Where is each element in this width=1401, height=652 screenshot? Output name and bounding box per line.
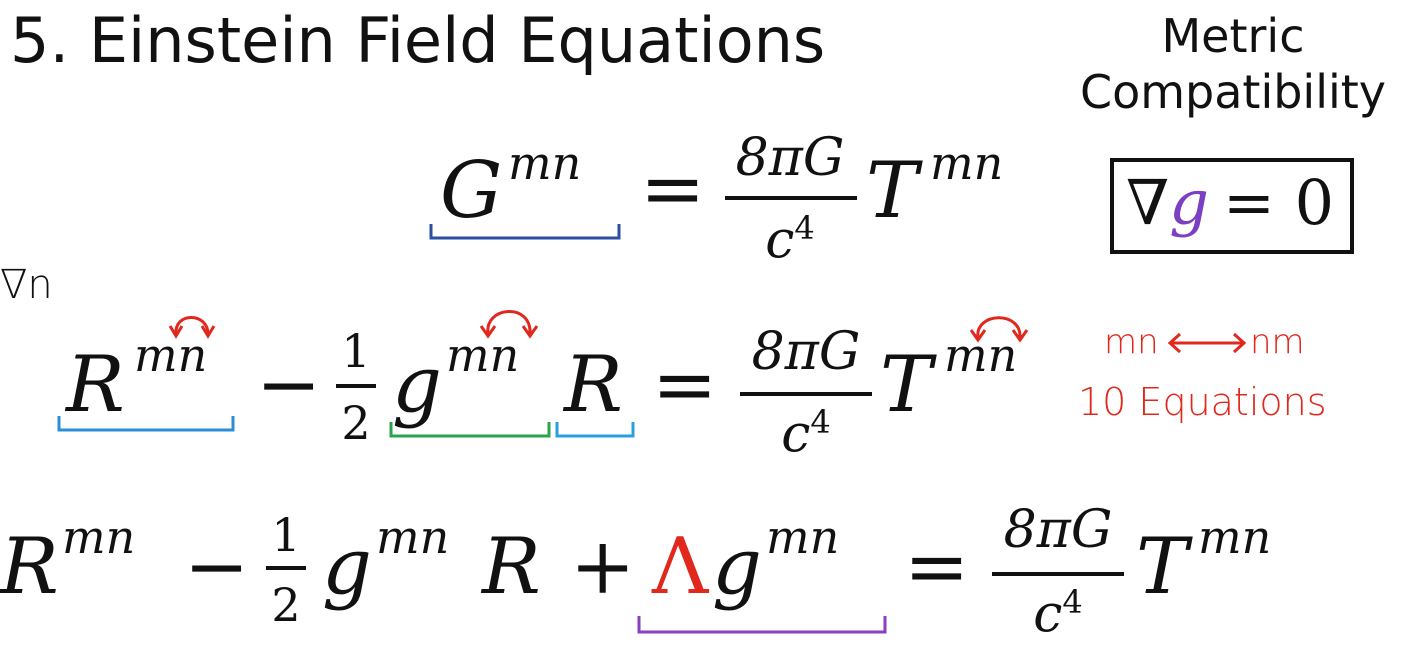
ricci-tensor-sup: mn [134, 328, 208, 382]
half-numerator: 1 [271, 508, 301, 562]
equals-sign: = [640, 144, 706, 234]
slide-title: 5. Einstein Field Equations [10, 4, 826, 77]
equals-sign: = [904, 522, 970, 612]
swap-arrow-R-icon [168, 316, 216, 339]
ten-equations-label: 10 Equations [1078, 380, 1327, 424]
minus-sign: − [256, 340, 322, 430]
metric-tensor-g: g [322, 522, 372, 612]
half-denominator: 2 [341, 396, 371, 450]
fraction-numerator: 8πG [735, 128, 845, 188]
metric-g: g [1169, 166, 1209, 239]
fraction-bar [740, 392, 872, 396]
stress-energy-T: T [1136, 522, 1189, 612]
swap-arrow-T-icon [969, 316, 1029, 343]
nabla-n-annotation: ∇n [0, 262, 53, 308]
swap-right-label: nm [1250, 322, 1305, 362]
equals-sign: = [652, 340, 718, 430]
fraction-denominator: c4 [1033, 583, 1083, 645]
lambda-bracket-underline [637, 616, 887, 634]
ricci-scalar-R: R [564, 340, 623, 430]
einstein-tensor-G: G [440, 146, 503, 236]
R-bracket-underline [57, 416, 235, 432]
fraction-numerator: 8πG [1003, 500, 1113, 560]
g-bracket-underline [389, 422, 551, 438]
ricci-tensor-R: R [66, 340, 125, 430]
stress-energy-sup: mn [930, 136, 1004, 190]
metric-compatibility-label: Metric Compatibility [1068, 8, 1398, 120]
swap-left-label: mn [1104, 322, 1159, 362]
metric-tensor-sup: mn [446, 328, 520, 382]
swap-arrow-g-icon [479, 310, 539, 339]
scalar-R-bracket-underline [555, 422, 635, 438]
side-note-line2: Compatibility [1079, 65, 1387, 120]
half-bar [266, 566, 306, 570]
fraction-bar [992, 572, 1124, 576]
half-bar [336, 384, 376, 388]
minus-sign: − [184, 522, 250, 612]
ricci-tensor-sup: mn [62, 510, 136, 564]
plus-sign: + [570, 522, 636, 612]
nabla-symbol: ∇ [1126, 166, 1170, 239]
fraction-denominator: c4 [781, 403, 831, 465]
half-denominator: 2 [271, 578, 301, 632]
stress-energy-T: T [880, 340, 933, 430]
equals-zero: = 0 [1223, 166, 1335, 239]
metric-tensor-sup: mn [376, 510, 450, 564]
fraction-denominator: c4 [765, 209, 815, 271]
stress-energy-sup: mn [944, 328, 1018, 382]
ricci-tensor-R: R [0, 522, 59, 612]
G-bracket-underline [429, 224, 621, 240]
metric-compatibility-box: ∇g = 0 [1110, 158, 1354, 254]
side-note-line1: Metric [1161, 9, 1305, 63]
stress-energy-T: T [866, 146, 919, 236]
lambda-metric-g: g [712, 522, 762, 612]
einstein-tensor-sup: mn [508, 136, 582, 190]
ricci-scalar-R: R [482, 522, 541, 612]
lambda-metric-sup: mn [766, 510, 840, 564]
double-arrow-icon [1167, 332, 1247, 354]
cosmological-constant-lambda: Λ [652, 522, 709, 612]
metric-tensor-g: g [392, 340, 442, 430]
fraction-bar [725, 196, 857, 200]
stress-energy-sup: mn [1198, 510, 1272, 564]
half-numerator: 1 [341, 324, 371, 378]
fraction-numerator: 8πG [751, 322, 861, 382]
